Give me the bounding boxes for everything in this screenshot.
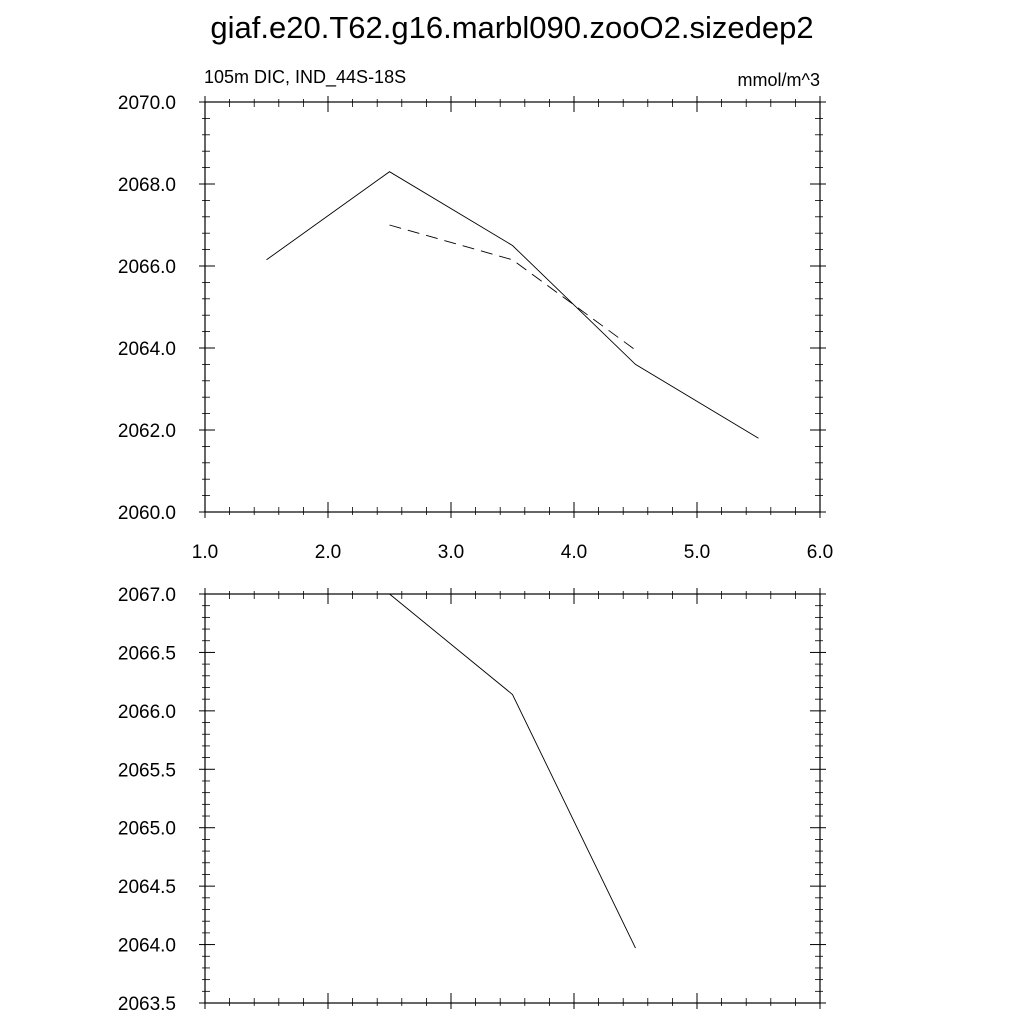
chart-title: giaf.e20.T62.g16.marbl090.zooO2.sizedep2 bbox=[210, 10, 813, 45]
panel-1-x-tick-label: 6.0 bbox=[807, 542, 833, 563]
panel-1-y-tick-label: 2062.0 bbox=[118, 421, 176, 442]
panel-1-series-1-line bbox=[266, 171, 759, 439]
panel-1-y-tick-label: 2064.0 bbox=[118, 339, 176, 360]
panel-2-y-tick-label: 2063.5 bbox=[118, 994, 176, 1015]
panel-1-x-tick-label: 4.0 bbox=[561, 542, 587, 563]
panel-1-y-tick-label: 2066.0 bbox=[118, 257, 176, 278]
panel-1-frame bbox=[204, 101, 821, 513]
panel-1-x-tick-label: 5.0 bbox=[684, 542, 710, 563]
panel-1-x-tick-label: 1.0 bbox=[192, 542, 218, 563]
panel-2-y-tick-label: 2064.5 bbox=[118, 877, 176, 898]
panel-1-x-tick-label: 2.0 bbox=[315, 542, 341, 563]
panel-2-y-tick-label: 2065.5 bbox=[118, 760, 176, 781]
panel-2-y-tick-label: 2066.5 bbox=[118, 643, 176, 664]
panel-2-series-1-line bbox=[389, 593, 636, 949]
panel-1-x-tick-label: 3.0 bbox=[438, 542, 464, 563]
panel-1: 2060.0 2062.0 2064.0 2066.0 2068.0 2070.0 1.0 2… bbox=[118, 93, 833, 563]
panel-1-y-tick-label: 2070.0 bbox=[118, 93, 176, 114]
panel-1-units-label: mmol/m^3 bbox=[738, 70, 820, 90]
panel-1-y-tick-label: 2060.0 bbox=[118, 503, 176, 524]
panel-2-y-tick-label: 2065.0 bbox=[118, 819, 176, 840]
panel-2-y-tick-label: 2067.0 bbox=[118, 585, 176, 606]
panel-2: 2063.5 2064.0 2064.5 2065.0 2065.5 2066.0 2066… bbox=[118, 585, 826, 1015]
panel-1-left-label: 105m DIC, IND_44S-18S bbox=[204, 67, 406, 88]
panel-2-y-tick-label: 2066.0 bbox=[118, 702, 176, 723]
panel-2-frame bbox=[204, 593, 821, 1004]
panel-1-y-tick-label: 2068.0 bbox=[118, 175, 176, 196]
panel-2-y-tick-label: 2064.0 bbox=[118, 936, 176, 957]
panel-1-series-2-line bbox=[389, 224, 636, 351]
